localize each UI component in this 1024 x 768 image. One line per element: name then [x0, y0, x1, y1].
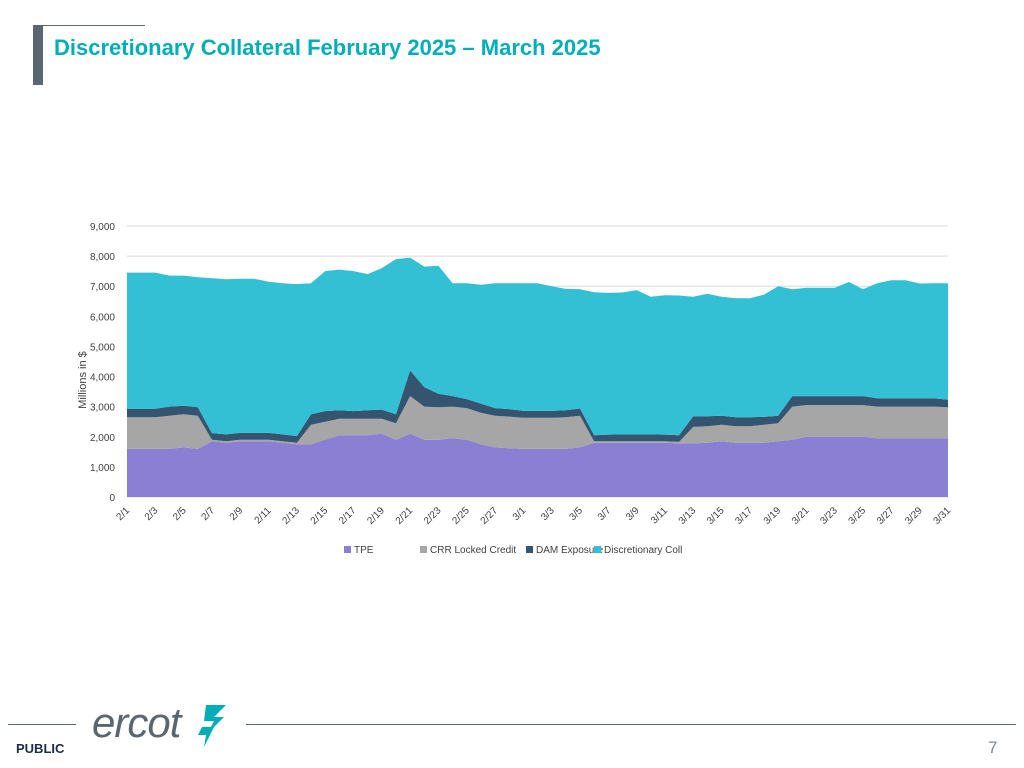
- footer-rule-right: [246, 724, 1016, 725]
- x-tick-label: 3/13: [677, 505, 699, 527]
- x-tick-label: 2/23: [422, 505, 444, 527]
- x-tick-label: 3/29: [903, 505, 925, 527]
- legend-label: TPE: [354, 545, 374, 556]
- x-axis-ticks: 2/1 2/3 2/5 2/7 2/9 2/11 2/13 2/15 2/17 2/19 2/21 2…: [115, 505, 954, 527]
- legend-label: CRR Locked Credit: [430, 545, 516, 556]
- area-dam-exposure: [127, 370, 948, 443]
- y-tick-label: 7,000: [90, 282, 115, 293]
- x-tick-label: 2/15: [309, 505, 331, 527]
- legend-swatch: [526, 546, 533, 553]
- stacked-area-chart: 0 1,000 2,000 3,000 4,000 5,000 6,000 7,000 8,00…: [77, 222, 954, 556]
- logo-wordmark: ercot: [92, 699, 184, 746]
- x-tick-label: 3/9: [624, 505, 642, 523]
- legend-swatch: [594, 546, 601, 553]
- x-tick-label: 2/27: [479, 505, 501, 527]
- x-tick-label: 2/1: [115, 505, 133, 523]
- area-crr-locked-credit: [127, 396, 948, 449]
- x-tick-label: 2/25: [450, 505, 472, 527]
- area-tpe: [127, 433, 948, 497]
- page-title: Discretionary Collateral February 2025 –…: [54, 35, 601, 60]
- y-axis-label: Millions in $: [77, 351, 89, 408]
- legend: TPE CRR Locked Credit DAM Exposure Discreti…: [344, 545, 682, 556]
- y-axis-ticks: 0 1,000 2,000 3,000 4,000 5,000 6,000 7,000 8,00…: [90, 222, 115, 504]
- area-series: [127, 257, 948, 497]
- x-tick-label: 3/19: [762, 505, 784, 527]
- y-tick-label: 5,000: [90, 342, 115, 353]
- page-number: 7: [988, 738, 998, 757]
- area-discretionary-coll: [127, 257, 948, 437]
- legend-label: Discretionary Coll: [604, 545, 682, 556]
- y-tick-label: 2,000: [90, 433, 115, 444]
- title-accent-bar: [33, 25, 43, 85]
- y-tick-label: 9,000: [90, 222, 115, 233]
- x-tick-label: 3/1: [511, 505, 529, 523]
- x-tick-label: 3/3: [539, 505, 557, 523]
- lightning-icon: [198, 705, 226, 747]
- x-tick-label: 3/11: [649, 505, 670, 526]
- x-tick-label: 2/11: [253, 505, 274, 526]
- x-tick-label: 3/7: [596, 505, 614, 523]
- x-tick-label: 2/5: [171, 505, 189, 523]
- legend-swatch: [420, 546, 427, 553]
- x-tick-label: 3/25: [847, 505, 869, 527]
- x-tick-label: 2/9: [228, 505, 246, 523]
- x-tick-label: 2/7: [199, 505, 217, 523]
- x-tick-label: 2/21: [394, 505, 416, 527]
- classification-label: PUBLIC: [16, 741, 65, 756]
- y-tick-label: 6,000: [90, 312, 115, 323]
- footer-rule-left: [8, 724, 76, 725]
- x-tick-label: 3/17: [733, 505, 755, 527]
- y-tick-label: 4,000: [90, 373, 115, 384]
- x-tick-label: 3/23: [818, 505, 840, 527]
- legend-label: DAM Exposure: [536, 545, 604, 556]
- y-tick-label: 0: [109, 493, 115, 504]
- x-tick-label: 3/5: [567, 505, 585, 523]
- y-tick-label: 8,000: [90, 252, 115, 263]
- x-tick-label: 2/19: [365, 505, 387, 527]
- x-tick-label: 3/21: [790, 505, 812, 527]
- x-tick-label: 2/13: [280, 505, 302, 527]
- y-tick-label: 3,000: [90, 403, 115, 414]
- x-tick-label: 3/27: [875, 505, 897, 527]
- legend-swatch: [344, 546, 351, 553]
- x-tick-label: 3/15: [705, 505, 727, 527]
- title-rule: [33, 25, 145, 26]
- ercot-logo: ercot: [92, 699, 226, 747]
- x-tick-label: 3/31: [932, 505, 954, 527]
- x-tick-label: 2/17: [337, 505, 359, 527]
- x-tick-label: 2/3: [143, 505, 161, 523]
- y-tick-label: 1,000: [90, 463, 115, 474]
